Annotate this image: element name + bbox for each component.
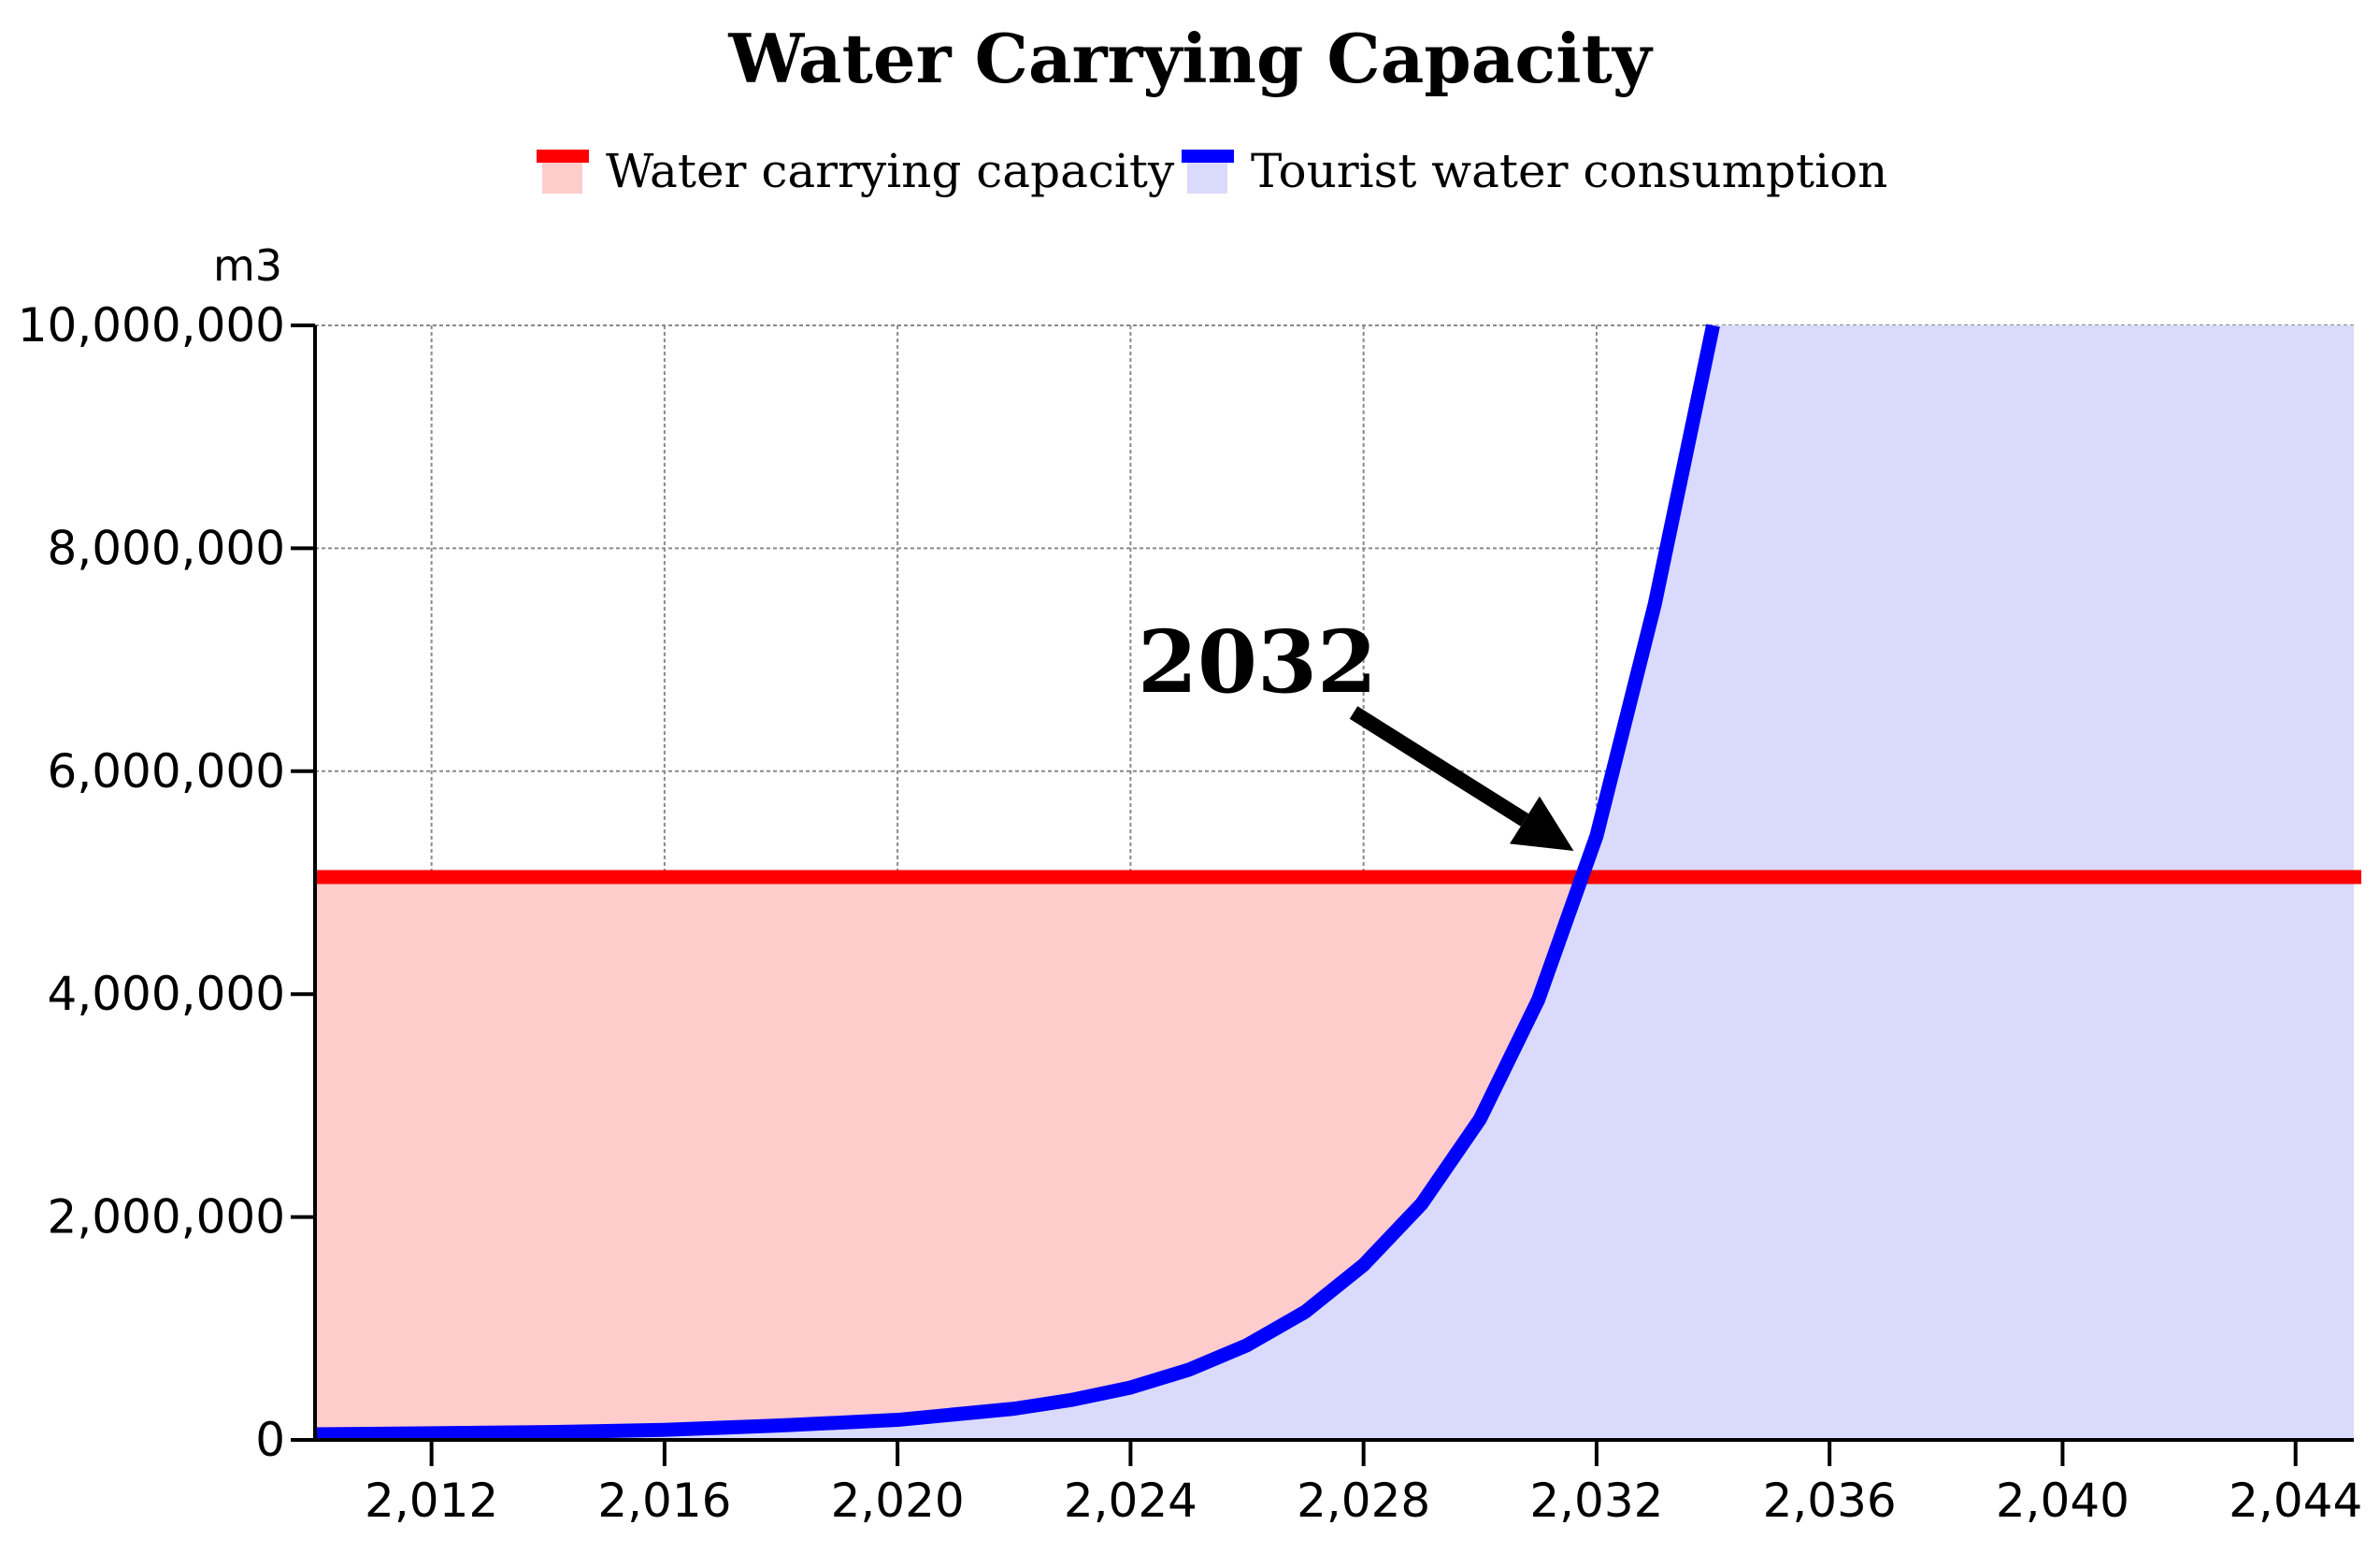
consumption-line: [314, 324, 1720, 1442]
legend-item-consumption[interactable]: Tourist water consumption: [1182, 144, 1887, 198]
legend-item-capacity[interactable]: Water carrying capacity: [537, 144, 1175, 198]
chart-title: Water Carrying Capacity: [727, 19, 1653, 98]
x-tick-label: 2,020: [831, 1474, 965, 1528]
x-tick-label: 2,036: [1763, 1474, 1897, 1528]
legend-label-capacity: Water carrying capacity: [606, 144, 1175, 198]
x-tick-label: 2,024: [1064, 1474, 1197, 1528]
legend-label-consumption: Tourist water consumption: [1251, 144, 1887, 198]
axes: [291, 324, 2354, 1466]
legend: Water carrying capacity Tourist water co…: [537, 144, 1887, 198]
x-tick-label: 2,028: [1297, 1474, 1430, 1528]
capacity-area-fill-cover: [315, 877, 1583, 1435]
y-tick-label: 2,000,000: [48, 1190, 285, 1245]
y-tick-label: 10,000,000: [18, 298, 285, 353]
legend-swatch-line-capacity: [537, 150, 589, 163]
annotation-label: 2032: [1138, 612, 1377, 712]
ticks: 0 2,000,000 4,000,000 6,000,000 8,000,000 10,…: [18, 298, 2363, 1528]
x-tick-label: 2,040: [1996, 1474, 2129, 1528]
y-axis-unit-label: m3: [213, 240, 282, 291]
x-tick-label: 2,044: [2229, 1474, 2362, 1528]
annotation: 2032: [1138, 612, 1574, 852]
y-tick-label: 4,000,000: [48, 967, 285, 1021]
y-tick-label: 8,000,000: [48, 521, 285, 575]
y-tick-label: 6,000,000: [48, 744, 285, 799]
legend-swatch-line-consumption: [1182, 150, 1234, 163]
x-tick-label: 2,032: [1529, 1474, 1663, 1528]
lines-layer: [314, 324, 2361, 1442]
y-tick-label: 0: [255, 1413, 285, 1467]
x-tick-label: 2,016: [597, 1474, 731, 1528]
annotation-arrow-head: [1509, 796, 1574, 852]
annotation-arrow-shaft: [1349, 706, 1529, 827]
x-tick-label: 2,012: [365, 1474, 498, 1528]
consumption-area-fill-cover: [315, 325, 2354, 1440]
